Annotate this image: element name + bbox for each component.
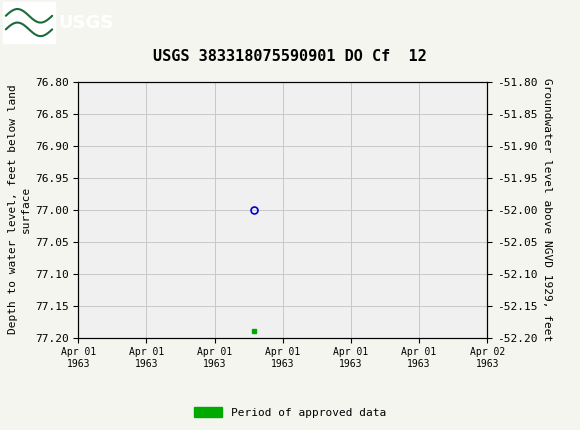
Text: USGS 383318075590901 DO Cf  12: USGS 383318075590901 DO Cf 12 xyxy=(153,49,427,64)
Y-axis label: Depth to water level, feet below land
surface: Depth to water level, feet below land su… xyxy=(8,85,31,335)
FancyBboxPatch shape xyxy=(3,2,55,43)
Legend: Period of approved data: Period of approved data xyxy=(190,403,390,422)
Y-axis label: Groundwater level above NGVD 1929, feet: Groundwater level above NGVD 1929, feet xyxy=(542,78,552,341)
Text: USGS: USGS xyxy=(58,14,113,31)
